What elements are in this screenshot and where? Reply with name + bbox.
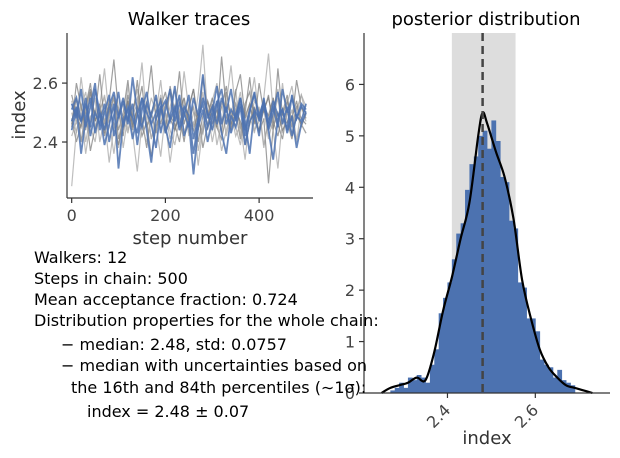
histogram-bar <box>438 313 444 393</box>
info-steps: Steps in chain: 500 <box>34 269 188 288</box>
histogram-bar <box>548 367 554 393</box>
histogram-bar <box>473 156 479 393</box>
histogram-bar <box>530 318 536 393</box>
histogram-bar <box>390 390 396 393</box>
histogram-bar <box>491 120 497 394</box>
histogram-bar <box>416 375 422 393</box>
histogram-bar <box>447 282 453 393</box>
info-median-std: − median: 2.48, std: 0.0757 <box>61 335 287 354</box>
posterior-panel: posterior distribution 2.4 2.6 0 1 2 3 4 5 6 in… <box>345 9 610 449</box>
walker-line-11 <box>71 56 307 137</box>
histogram-bar <box>526 318 532 393</box>
histogram-bar <box>539 359 545 393</box>
histogram-bar <box>456 233 462 393</box>
trace-y-ticks: 2.4 2.6 <box>33 74 67 152</box>
posterior-x-label: index <box>462 428 512 449</box>
histogram-bar <box>407 377 413 393</box>
histogram-bar <box>561 380 567 393</box>
histogram-bar <box>495 141 501 393</box>
histogram-bar <box>535 331 541 393</box>
posterior-x-tick-label: 2.6 <box>511 400 542 431</box>
histogram-bar <box>399 382 404 393</box>
walker-traces-panel: Walker traces 0 200 400 2.4 2.6 step number… <box>9 9 313 249</box>
trace-title: Walker traces <box>128 9 251 30</box>
kde-curve <box>381 111 593 395</box>
info-walkers: Walkers: 12 <box>34 248 128 267</box>
histogram-bar <box>508 220 514 393</box>
trace-x-tick-label: 400 <box>244 206 275 225</box>
histogram-bar <box>513 228 519 393</box>
histogram-bar <box>460 223 466 393</box>
trace-x-tick-label: 200 <box>150 206 181 225</box>
posterior-y-tick-label: 2 <box>345 281 355 300</box>
posterior-title: posterior distribution <box>391 9 580 30</box>
histogram-bar <box>482 130 488 393</box>
info-distribution: Distribution properties for the whole ch… <box>34 311 379 330</box>
histogram-bar <box>566 382 571 393</box>
histogram-bar <box>434 349 440 393</box>
histogram-bar <box>504 182 510 393</box>
info-uncertainty-2: the 16th and 84th percentiles (∼1σ): <box>71 378 367 397</box>
walker-lines <box>70 44 307 187</box>
histogram-bar <box>522 287 527 393</box>
posterior-y-ticks: 0 1 2 3 4 5 6 <box>345 75 364 403</box>
trace-y-label: index <box>9 90 30 140</box>
posterior-y-tick-label: 4 <box>345 178 355 197</box>
info-acceptance: Mean acceptance fraction: 0.724 <box>34 290 298 309</box>
posterior-y-tick-label: 6 <box>345 75 355 94</box>
histogram-bar <box>500 177 505 393</box>
histogram-bar <box>403 387 409 393</box>
histogram-bar <box>394 387 400 393</box>
posterior-x-ticks: 2.4 2.6 <box>423 393 542 432</box>
histogram-bar <box>425 382 431 393</box>
histogram-bar <box>421 377 426 393</box>
posterior-y-tick-label: 3 <box>345 230 355 249</box>
posterior-y-tick-label: 0 <box>345 384 355 403</box>
posterior-y-tick-label: 5 <box>345 127 355 146</box>
walker-line-10 <box>70 94 307 175</box>
trace-x-label: step number <box>133 228 249 249</box>
histogram-bar <box>517 282 523 393</box>
histogram-bar <box>443 297 448 393</box>
trace-y-tick-label: 2.4 <box>33 133 58 152</box>
posterior-y-tick-label: 1 <box>345 333 355 352</box>
histogram-bars <box>390 120 576 394</box>
trace-x-ticks: 0 200 400 <box>67 198 275 225</box>
histogram-bar <box>487 148 492 393</box>
histogram-bar <box>451 259 457 393</box>
histogram-bar <box>552 377 558 393</box>
posterior-x-tick-label: 2.4 <box>423 400 454 431</box>
histogram-bar <box>478 135 483 394</box>
histogram-bar <box>429 364 435 393</box>
info-uncertainty-1: − median with uncertainties based on <box>61 356 368 375</box>
trace-x-tick-label: 0 <box>67 206 77 225</box>
info-index-result: index = 2.48 ± 0.07 <box>87 402 250 421</box>
histogram-bar <box>469 164 475 393</box>
histogram-bar <box>570 385 576 393</box>
histogram-bar <box>465 189 470 393</box>
histogram-bar <box>544 364 549 393</box>
histogram-bar <box>412 380 418 393</box>
walker-line-12 <box>71 97 307 187</box>
trace-y-tick-label: 2.6 <box>33 74 58 93</box>
